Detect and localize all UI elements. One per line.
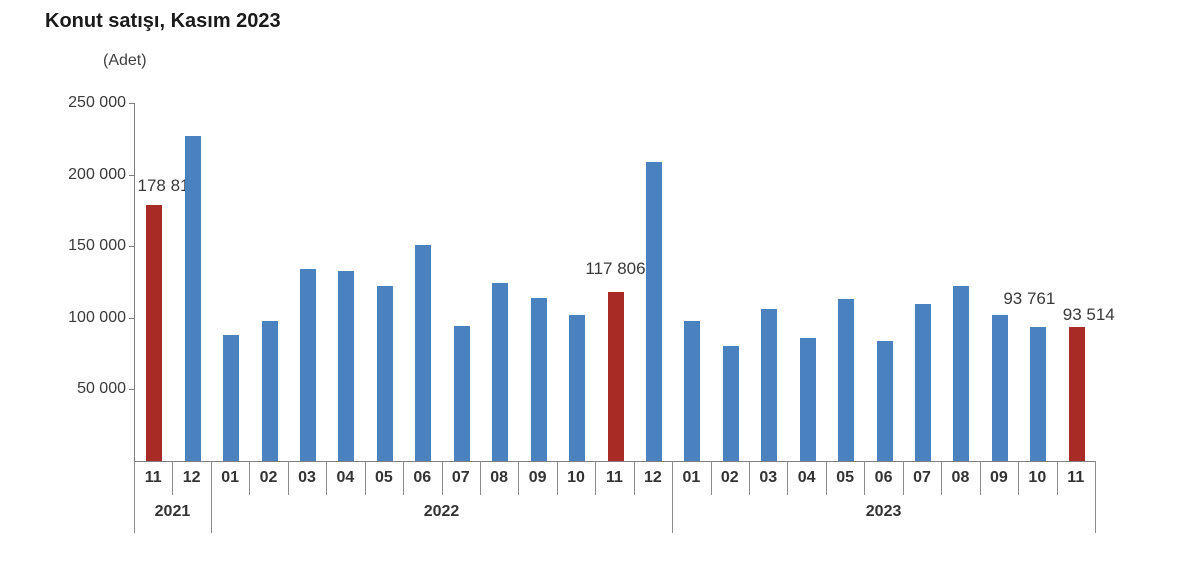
y-tick-250000 bbox=[129, 103, 134, 104]
bar-2023-01 bbox=[684, 321, 701, 461]
bar-2021-11 bbox=[146, 204, 163, 461]
month-label-2022-06: 06 bbox=[403, 461, 443, 495]
value-label-2023-11: 93 514 bbox=[1062, 305, 1115, 325]
bar-2022-07 bbox=[453, 326, 470, 461]
month-label-2023-04: 04 bbox=[787, 461, 827, 495]
year-separator bbox=[134, 461, 135, 533]
month-label-2023-10: 10 bbox=[1018, 461, 1058, 495]
value-label-2021-11: 178 814 bbox=[137, 175, 199, 195]
chart-title: Konut satışı, Kasım 2023 bbox=[45, 10, 281, 32]
bar-2022-02 bbox=[261, 320, 278, 461]
month-label-2022-08: 08 bbox=[480, 461, 520, 495]
month-label-2022-10: 10 bbox=[557, 461, 597, 495]
y-tick-label-150000: 150 000 bbox=[68, 237, 126, 255]
month-label-2023-07: 07 bbox=[903, 461, 943, 495]
bar-2023-04 bbox=[799, 337, 816, 461]
bar-2022-06 bbox=[415, 245, 432, 461]
bar-2023-05 bbox=[838, 299, 855, 461]
year-separator bbox=[210, 461, 212, 533]
month-label-2022-09: 09 bbox=[518, 461, 558, 495]
bar-2022-11 bbox=[607, 292, 624, 461]
month-label-2021-12: 12 bbox=[172, 461, 212, 495]
bar-2023-07 bbox=[915, 304, 932, 461]
bar-2023-06 bbox=[876, 341, 893, 461]
year-separator bbox=[1095, 461, 1096, 533]
bar-2023-09 bbox=[991, 314, 1008, 461]
bar-2022-04 bbox=[338, 270, 355, 461]
month-label-2022-03: 03 bbox=[288, 461, 328, 495]
year-label-2023: 2023 bbox=[865, 503, 902, 520]
bar-2023-02 bbox=[722, 346, 739, 461]
bar-2022-05 bbox=[376, 286, 393, 461]
year-label-2021: 2021 bbox=[154, 503, 191, 520]
bar-2023-08 bbox=[953, 286, 970, 461]
unit-label: (Adet) bbox=[103, 52, 147, 69]
year-label-2022: 2022 bbox=[423, 503, 460, 520]
month-label-2023-06: 06 bbox=[864, 461, 904, 495]
month-label-2022-01: 01 bbox=[211, 461, 251, 495]
y-tick-100000 bbox=[129, 317, 134, 319]
bar-2022-10 bbox=[569, 314, 586, 461]
month-label-2022-04: 04 bbox=[326, 461, 366, 495]
y-tick-200000 bbox=[129, 174, 134, 176]
bar-2021-12 bbox=[184, 135, 201, 461]
value-label-2022-11: 117 806 bbox=[585, 259, 646, 279]
bar-2022-12 bbox=[645, 162, 662, 461]
month-label-2023-11: 11 bbox=[1057, 461, 1096, 495]
y-tick-label-50000: 50 000 bbox=[77, 380, 126, 398]
value-label-2023-10: 93 761 bbox=[1003, 288, 1056, 308]
y-tick-150000 bbox=[129, 246, 134, 248]
month-label-2021-11: 11 bbox=[134, 461, 174, 495]
y-tick-label-100000: 100 000 bbox=[68, 308, 126, 326]
month-label-2023-05: 05 bbox=[826, 461, 866, 495]
month-label-2023-02: 02 bbox=[711, 461, 751, 495]
month-label-2023-03: 03 bbox=[749, 461, 789, 495]
month-label-2022-02: 02 bbox=[249, 461, 289, 495]
y-tick-label-200000: 200 000 bbox=[68, 165, 126, 183]
plot-area: 250 000 200 000 150 000 100 000 50 000 178 81… bbox=[68, 94, 1115, 462]
month-label-2022-07: 07 bbox=[442, 461, 481, 495]
bar-2022-01 bbox=[223, 334, 240, 461]
y-tick-label-250000: 250 000 bbox=[68, 94, 126, 111]
month-label-2023-01: 01 bbox=[672, 461, 712, 495]
bar-2022-08 bbox=[492, 283, 509, 461]
year-separator bbox=[672, 461, 674, 533]
bar-2022-09 bbox=[530, 298, 547, 461]
month-label-2022-05: 05 bbox=[365, 461, 405, 495]
x-axis: 11 12 2021 01 02 03 04 05 06 07 08 09 10 11 12 2022 01 02… bbox=[134, 461, 1096, 541]
bar-2023-11 bbox=[1068, 327, 1085, 461]
month-label-2023-08: 08 bbox=[941, 461, 981, 495]
month-label-2022-11: 11 bbox=[595, 461, 635, 495]
month-label-2022-12: 12 bbox=[634, 461, 674, 495]
bar-2023-03 bbox=[761, 309, 778, 461]
y-tick-50000 bbox=[129, 389, 134, 391]
bar-2023-10 bbox=[1030, 326, 1047, 461]
bar-2022-03 bbox=[299, 269, 316, 461]
month-label-2023-09: 09 bbox=[980, 461, 1020, 495]
